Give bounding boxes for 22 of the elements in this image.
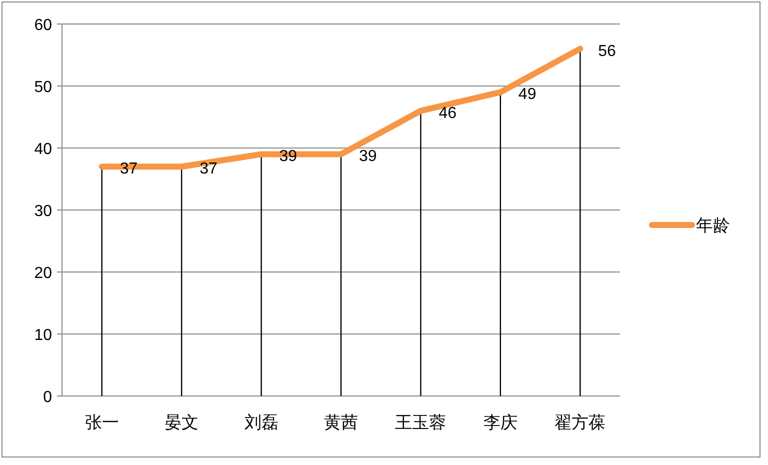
y-tick-label: 20: [34, 265, 52, 282]
y-tick-label: 0: [43, 389, 52, 406]
data-label: 46: [438, 104, 457, 122]
y-tick-label: 60: [34, 17, 52, 34]
data-label: 39: [359, 148, 377, 166]
x-tick-label: 翟方葆: [554, 413, 606, 432]
legend-label: 年龄: [696, 216, 730, 235]
x-tick-label: 晏文: [164, 413, 199, 432]
y-tick-label: 50: [34, 79, 52, 96]
x-tick-label: 黄茜: [324, 413, 358, 432]
data-label: 56: [598, 42, 616, 60]
data-label: 39: [279, 148, 298, 166]
y-tick-label: 40: [34, 141, 52, 158]
data-label: 49: [518, 86, 536, 104]
data-label: 37: [120, 160, 138, 178]
x-tick-label: 刘磊: [244, 413, 278, 432]
x-tick-label: 张一: [84, 413, 119, 432]
y-tick-label: 10: [34, 327, 52, 344]
x-tick-label: 李庆: [483, 413, 518, 432]
data-label: 37: [200, 160, 218, 178]
x-tick-label: 王玉蓉: [395, 413, 446, 432]
y-tick-label: 30: [34, 203, 52, 220]
